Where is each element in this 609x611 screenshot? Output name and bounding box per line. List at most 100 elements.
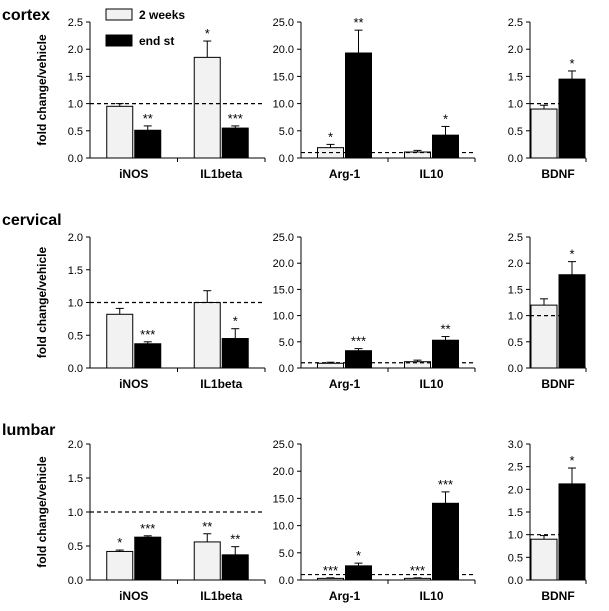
y-tick-label: 1.0 [508,99,523,111]
y-tick-label: 25.0 [273,17,294,29]
y-tick-label: 1.5 [508,507,523,519]
significance-marker: *** [323,563,338,578]
significance-marker: * [233,314,238,329]
section-title-lumbar: lumbar [2,422,55,439]
significance-marker: *** [140,327,155,342]
y-tick-label: 10.0 [273,521,294,533]
x-category-label: IL1beta [200,377,242,391]
chart-cervical-right: 0.0 0.5 1.0 1.5 2.0 2.5 BDNF * [508,232,587,391]
section-title-cervical: cervical [2,212,62,229]
y-axis-label: fold change/vehicle [35,34,49,146]
chart-cervical-middle: 0.0 5.0 10.0 15.0 20.0 25.0 Arg-1 *** IL10 ** [273,232,476,391]
y-tick-label: 0.0 [279,363,294,375]
y-tick-label: 2.0 [68,439,83,451]
y-tick-label: 0.5 [68,330,83,342]
y-tick-label: 1.5 [508,71,523,83]
bar-il10-end-st [432,134,459,159]
x-category-label: iNOS [119,167,148,181]
bar-il10-end-st [432,339,459,369]
legend-swatch-2-weeks [105,8,133,21]
bar-inos-2-weeks [106,313,134,369]
y-tick-label: 2.5 [68,17,83,29]
x-category-label: Arg-1 [329,589,361,603]
y-tick-label: 0.5 [508,552,523,564]
x-category-label: IL10 [419,167,443,181]
y-tick-label: 1.0 [508,530,523,542]
significance-marker: *** [140,521,155,536]
significance-marker: ** [143,111,153,126]
significance-marker: ** [230,532,240,547]
bar-il1beta-2-weeks [193,302,221,369]
legend-label-2-weeks: 2 weeks [139,8,185,22]
y-axis-label: fold change/vehicle [35,246,49,358]
significance-marker: * [117,535,122,550]
y-tick-label: 2.5 [508,232,523,244]
y-tick-label: 0.0 [508,153,523,165]
y-tick-label: 20.0 [273,44,294,56]
y-axis-label: fold change/vehicle [35,456,49,568]
bar-il1beta-end-st [221,338,249,369]
y-tick-label: 1.0 [68,99,83,111]
significance-marker: *** [410,563,425,578]
significance-marker: ** [353,15,363,30]
x-category-label: BDNF [541,589,574,603]
y-tick-label: 3.0 [508,439,523,451]
y-tick-label: 0.0 [279,153,294,165]
bar-il1beta-2-weeks [193,541,221,581]
x-category-label: Arg-1 [329,167,361,181]
significance-marker: ** [202,519,212,534]
y-tick-label: 2.5 [508,17,523,29]
y-tick-label: 20.0 [273,258,294,270]
bar-arg-1-2-weeks [317,362,344,369]
bar-inos-end-st [134,343,162,369]
significance-marker: *** [438,477,453,492]
y-tick-label: 1.0 [68,507,83,519]
y-tick-label: 1.0 [68,298,83,310]
bar-bdnf-2-weeks [530,538,558,581]
y-tick-label: 1.5 [68,71,83,83]
chart-cervical-left: 0.0 0.5 1.0 1.5 2.0 iNOS *** IL1beta * [68,232,266,391]
y-tick-label: 2.5 [508,462,523,474]
y-tick-label: 15.0 [273,493,294,505]
y-tick-label: 2.0 [68,44,83,56]
y-tick-label: 20.0 [273,466,294,478]
chart-lumbar-right: 0.0 0.5 1.0 1.5 2.0 2.5 3.0 BDNF * [508,439,587,603]
x-category-label: Arg-1 [329,377,361,391]
y-tick-label: 0.0 [68,153,83,165]
bar-bdnf-end-st [558,274,586,369]
y-tick-label: 1.5 [68,473,83,485]
legend-swatch-end-st [105,34,133,47]
x-category-label: IL10 [419,589,443,603]
y-tick-label: 2.0 [508,258,523,270]
bar-arg-1-end-st [345,565,372,581]
chart-lumbar-middle: 0.05.010.015.020.025.0Arg-1****IL10*****… [273,439,476,603]
y-tick-label: 0.0 [508,363,523,375]
y-tick-label: 10.0 [273,99,294,111]
legend-label-end-st: end st [139,34,174,48]
y-tick-label: 2.0 [508,44,523,56]
x-category-label: BDNF [541,377,574,391]
y-tick-label: 15.0 [273,284,294,296]
y-tick-label: 1.0 [508,311,523,323]
bar-bdnf-end-st [558,483,586,581]
chart-panels: cortex fold change/vehicle cervical fold ch… [2,7,587,603]
significance-marker: * [356,548,361,563]
bar-arg-1-2-weeks [317,577,344,581]
bar-inos-2-weeks [106,550,134,581]
bar-bdnf-2-weeks [530,304,558,369]
y-tick-label: 10.0 [273,311,294,323]
y-tick-label: 2.0 [68,232,83,244]
bar-inos-2-weeks [106,105,134,159]
y-tick-label: 15.0 [273,71,294,83]
significance-marker: *** [228,111,243,126]
x-category-label: iNOS [119,377,148,391]
bar-il1beta-2-weeks [193,56,221,159]
bar-il1beta-end-st [221,554,249,581]
y-tick-label: 5.0 [279,126,294,138]
y-tick-label: 2.0 [508,484,523,496]
bar-il10-2-weeks [404,577,431,581]
chart-cortex-right: 0.0 0.5 1.0 1.5 2.0 2.5 BDNF * [508,17,587,181]
bar-bdnf-end-st [558,78,586,159]
